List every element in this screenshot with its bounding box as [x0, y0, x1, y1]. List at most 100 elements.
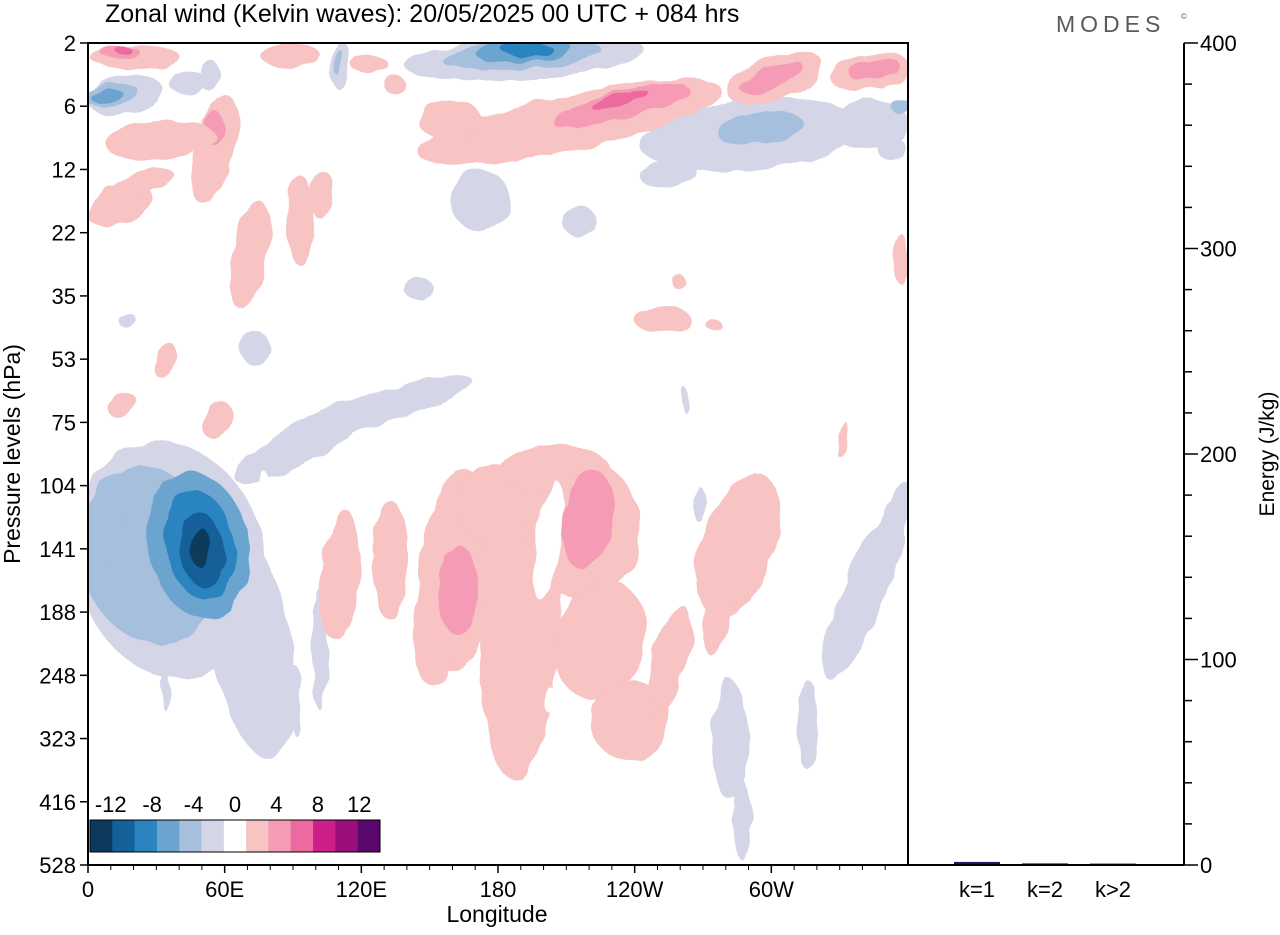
- wavenumber-label: k>2: [1095, 877, 1131, 902]
- contour-region: [869, 481, 908, 599]
- colorbar-swatch: [357, 820, 381, 852]
- contour-region: [849, 59, 901, 81]
- wind-contour-panel: -12 -8 -4 0 4 8 12 2 6 12 22 35 53 75 104 141 188 248 323…: [39, 31, 909, 902]
- contour-region: [635, 306, 691, 334]
- colorbar-swatch: [290, 820, 314, 852]
- pressure-tick-label: 188: [39, 600, 76, 625]
- contour-region: [106, 394, 138, 416]
- pressure-tick-label: 6: [64, 94, 76, 119]
- contour-region: [310, 170, 334, 220]
- contour-region: [286, 175, 314, 265]
- colorbar-swatch: [268, 820, 292, 852]
- wavenumber-label: k=2: [1027, 877, 1063, 902]
- colorbar-swatch: [134, 820, 158, 852]
- energy-tick-label: 0: [1200, 853, 1212, 878]
- contour-region: [160, 670, 170, 710]
- contour-region: [153, 342, 177, 378]
- contour-region: [229, 200, 271, 310]
- longitude-tick-label: 60E: [205, 877, 244, 902]
- colorbar-swatch: [179, 820, 203, 852]
- contour-region: [115, 46, 131, 54]
- contour-region: [562, 208, 598, 236]
- contour-region: [309, 374, 471, 436]
- contour-region: [502, 43, 554, 57]
- contour-region: [450, 170, 510, 230]
- contour-region: [418, 100, 482, 140]
- pressure-tick-label: 323: [39, 727, 76, 752]
- colorbar-frame: [89, 819, 381, 853]
- contour-region: [260, 43, 320, 67]
- contour-region: [372, 500, 408, 620]
- longitude-axis: 0 60E 120E 180 120W 60W: [82, 865, 886, 902]
- y-axis-label: Pressure levels (hPa): [0, 344, 25, 564]
- pressure-tick-label: 416: [39, 790, 76, 815]
- contour-region: [334, 48, 342, 76]
- contour-region: [561, 470, 615, 570]
- energy-bar-panel: 0 100 200 300 400 k=1 k=2 k>2: [908, 31, 1237, 902]
- contour-gap: [533, 480, 563, 600]
- energy-tick-label: 400: [1200, 31, 1237, 56]
- contour-region: [191, 96, 239, 204]
- contour-region: [105, 121, 215, 159]
- pressure-tick-label: 12: [52, 157, 76, 182]
- colorbar: -12 -8 -4 0 4 8 12: [88, 792, 382, 854]
- pressure-tick-label: 22: [52, 221, 76, 246]
- pressure-tick-label: 75: [52, 410, 76, 435]
- brand-registered-mark: ©: [1181, 12, 1187, 21]
- colorbar-label: 12: [347, 792, 371, 817]
- contour-region: [837, 422, 849, 458]
- contour-region: [890, 97, 908, 113]
- contour-region: [202, 400, 232, 440]
- colorbar-swatch: [223, 820, 247, 852]
- brand-logo: MODES: [1056, 11, 1165, 37]
- colorbar-label: 8: [312, 792, 324, 817]
- contour-region: [553, 580, 647, 700]
- contour-region: [681, 388, 689, 412]
- colorbar-swatch: [156, 820, 180, 852]
- contour-region: [385, 75, 405, 95]
- contour-region: [200, 60, 220, 92]
- contour-region: [712, 680, 748, 800]
- contour-region: [716, 111, 804, 145]
- colorbar-swatch: [112, 820, 136, 852]
- contour-region: [638, 163, 698, 187]
- wavenumber-labels: k=1 k=2 k>2: [959, 877, 1131, 902]
- contour-region: [734, 780, 750, 860]
- colorbar-swatch: [90, 820, 113, 852]
- contour-region: [168, 70, 208, 94]
- energy-bar: [954, 861, 1000, 865]
- longitude-tick-label: 120E: [336, 877, 387, 902]
- contour-region: [239, 332, 271, 364]
- contour-region: [647, 606, 693, 714]
- x-axis-label: Longitude: [446, 901, 547, 927]
- colorbar-swatch: [313, 820, 336, 852]
- contour-region: [696, 472, 780, 618]
- energy-tick-label: 200: [1200, 442, 1237, 467]
- contour-region: [694, 487, 706, 523]
- contour-region: [879, 138, 907, 162]
- contour-region: [438, 545, 478, 635]
- contour-region: [412, 595, 452, 685]
- contour-gap: [542, 688, 558, 712]
- contour-region: [674, 275, 686, 291]
- energy-tick-label: 100: [1200, 648, 1237, 673]
- longitude-tick-label: 180: [480, 877, 517, 902]
- wavenumber-label: k=1: [959, 877, 995, 902]
- pressure-tick-label: 141: [39, 537, 76, 562]
- colorbar-label: -4: [184, 792, 204, 817]
- contour-region: [289, 665, 301, 735]
- contour-fills: [88, 43, 908, 860]
- pressure-tick-label: 2: [64, 31, 76, 56]
- contour-region: [117, 314, 137, 326]
- contour-region: [707, 321, 723, 331]
- contour-region: [798, 680, 818, 770]
- energy-axis-label: Energy (J/kg): [1256, 392, 1279, 517]
- colorbar-label: -8: [142, 792, 162, 817]
- energy-axis: 0 100 200 300 400: [1184, 31, 1237, 878]
- longitude-tick-label: 0: [82, 877, 94, 902]
- longitude-tick-label: 120W: [606, 877, 664, 902]
- contour-region: [92, 89, 124, 105]
- longitude-tick-label: 60W: [749, 877, 794, 902]
- contour-region: [319, 510, 361, 640]
